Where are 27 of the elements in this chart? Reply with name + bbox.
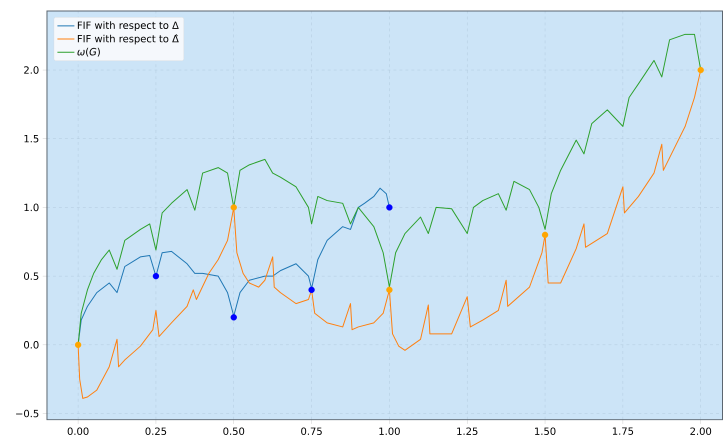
y-tick-label: 0.5 [24,272,38,280]
x-tick-label: 0.75 [301,428,322,436]
x-tick-label: 0.50 [223,428,244,436]
point [230,314,237,321]
legend-label: FIF with respect to Δ̂ [78,34,179,45]
point [74,342,82,348]
point [542,232,548,238]
x-tick-label: 1.75 [612,428,634,436]
x-tick-label: 1.00 [379,428,400,436]
point [152,273,160,280]
legend-label: ω(G) [77,48,100,57]
point [698,67,704,74]
x-tick-label: 0.25 [146,428,166,436]
x-tick-label: 2.00 [690,428,712,436]
point [386,286,393,294]
x-tick-label: 0.00 [68,428,89,436]
point [230,204,237,211]
x-tick-label: 1.50 [535,428,556,436]
y-tick-label: 2.0 [24,66,39,74]
legend-label: FIF with respect to Δ [78,21,179,32]
y-tick-label: −0.5 [16,410,38,418]
point [386,204,393,211]
y-tick-label: 1.5 [24,135,38,143]
x-tick-label: 1.25 [457,428,478,436]
y-tick-label: 0.0 [24,341,39,349]
point [308,286,315,294]
y-tick-label: 1.0 [24,204,39,212]
